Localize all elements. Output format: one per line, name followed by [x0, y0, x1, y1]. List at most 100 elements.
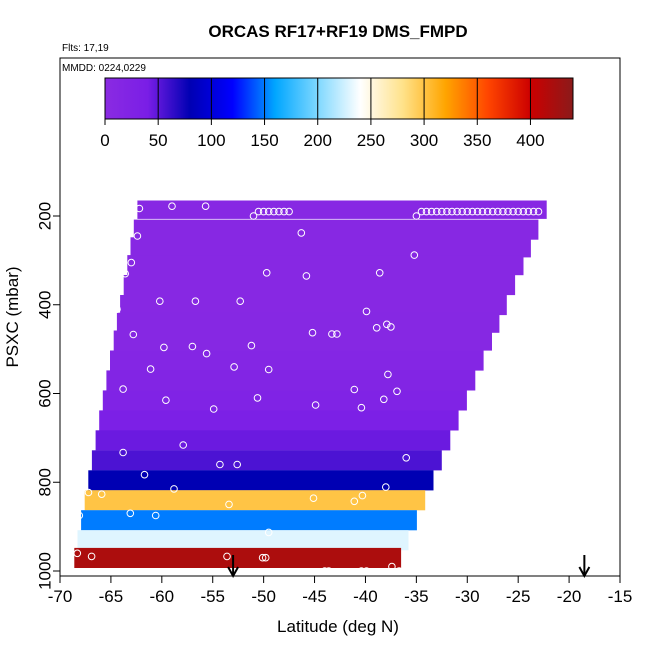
sample-point — [308, 328, 317, 337]
sample-point — [375, 269, 384, 277]
sample-point — [93, 276, 102, 285]
sample-point — [97, 490, 106, 499]
sample-point — [119, 385, 127, 393]
sample-point — [179, 441, 187, 449]
sample-point — [160, 343, 168, 352]
heat-layer — [127, 255, 524, 276]
sample-point — [127, 258, 136, 267]
colorbar: 0 50 100 150 200 250 300 350 400 — [100, 77, 574, 150]
sample-point — [387, 323, 395, 331]
sample-point — [350, 497, 359, 506]
sample-point — [402, 454, 411, 462]
sample-point — [432, 207, 441, 216]
colorbar-tick-label: 100 — [197, 131, 225, 150]
sample-point — [393, 387, 401, 396]
sample-point — [488, 207, 497, 216]
sample-point — [534, 207, 543, 216]
sample-point — [87, 552, 96, 561]
sample-point — [156, 297, 164, 306]
heat-layer — [91, 450, 442, 471]
sample-point — [309, 494, 318, 503]
sample-point — [443, 207, 451, 216]
sample-point — [372, 324, 381, 332]
heat-layer — [84, 490, 426, 511]
sample-point — [201, 202, 210, 210]
sample-point — [80, 441, 89, 449]
x-tick-label: -25 — [506, 587, 531, 606]
sample-point — [410, 251, 419, 259]
sample-point — [151, 511, 160, 520]
sample-point — [529, 207, 538, 216]
sample-point — [504, 207, 512, 216]
sample-point — [468, 207, 477, 216]
sample-point — [302, 272, 311, 280]
sample-point — [448, 207, 456, 216]
sample-point — [261, 553, 270, 562]
heat-layer — [123, 275, 516, 296]
sample-point — [216, 460, 224, 469]
sample-point — [383, 320, 391, 329]
heat-layer — [88, 470, 434, 491]
chart-title: ORCAS RF17+RF19 DMS_FMPD — [208, 22, 467, 41]
sample-point — [473, 207, 482, 216]
sample-point — [519, 207, 528, 216]
sample-point — [417, 207, 426, 216]
y-tick-label: 800 — [35, 468, 54, 496]
sample-point — [236, 297, 244, 306]
sample-point — [453, 207, 461, 216]
sample-point — [202, 349, 211, 358]
x-tick-label: -35 — [404, 587, 429, 606]
dates-label: MMDD: 0224,0229 — [62, 63, 146, 74]
colorbar-tick-label: 400 — [516, 131, 544, 150]
sample-point — [264, 528, 273, 537]
sample-point — [483, 207, 492, 216]
colorbar-tick-label: 200 — [304, 131, 332, 150]
heat-layer — [120, 295, 507, 316]
y-tick-label: 400 — [35, 291, 54, 319]
sample-point — [320, 567, 329, 575]
y-tick-label: 200 — [35, 202, 54, 230]
flights-label: Flts: 17,19 — [62, 43, 109, 54]
sample-point — [253, 394, 262, 402]
y-tick-label: 1000 — [35, 552, 54, 590]
heat-layer — [81, 510, 417, 531]
sample-point — [285, 207, 293, 216]
sample-point — [380, 395, 388, 404]
sample-point — [129, 330, 138, 339]
sample-point — [162, 396, 170, 405]
sample-point — [258, 553, 267, 562]
x-tick-label: -30 — [455, 587, 480, 606]
x-tick-label: -55 — [200, 587, 225, 606]
sample-point — [121, 269, 129, 278]
sample-point — [357, 567, 366, 575]
sample-point — [73, 549, 82, 558]
sample-point — [362, 567, 371, 575]
heat-layer — [99, 410, 459, 431]
heat-layer — [77, 530, 409, 551]
sample-point — [225, 500, 233, 509]
sample-point — [395, 567, 403, 575]
sample-point — [275, 207, 283, 216]
sample-point — [388, 562, 396, 571]
sample-point — [233, 460, 241, 469]
x-tick-label: -60 — [150, 587, 175, 606]
sample-point — [254, 207, 263, 216]
sample-point — [350, 385, 359, 394]
x-tick-label: -45 — [302, 587, 327, 606]
sample-point — [509, 207, 517, 216]
heat-layer — [74, 547, 402, 568]
colorbar-tick-label: 350 — [463, 131, 491, 150]
heat-layer — [95, 430, 451, 451]
sample-point — [106, 257, 114, 266]
sample-point — [146, 365, 155, 373]
sample-point — [427, 207, 436, 216]
sample-point — [499, 207, 507, 216]
sample-points — [73, 202, 543, 575]
heat-layer — [110, 350, 484, 371]
sample-point — [325, 567, 333, 575]
sample-point — [170, 485, 178, 493]
x-axis: -70 -65 -60 -55 -50 -45 -40 -35 -30 -25 -20 -15 — [48, 575, 632, 606]
sample-point — [75, 511, 84, 520]
sample-point — [262, 269, 271, 277]
